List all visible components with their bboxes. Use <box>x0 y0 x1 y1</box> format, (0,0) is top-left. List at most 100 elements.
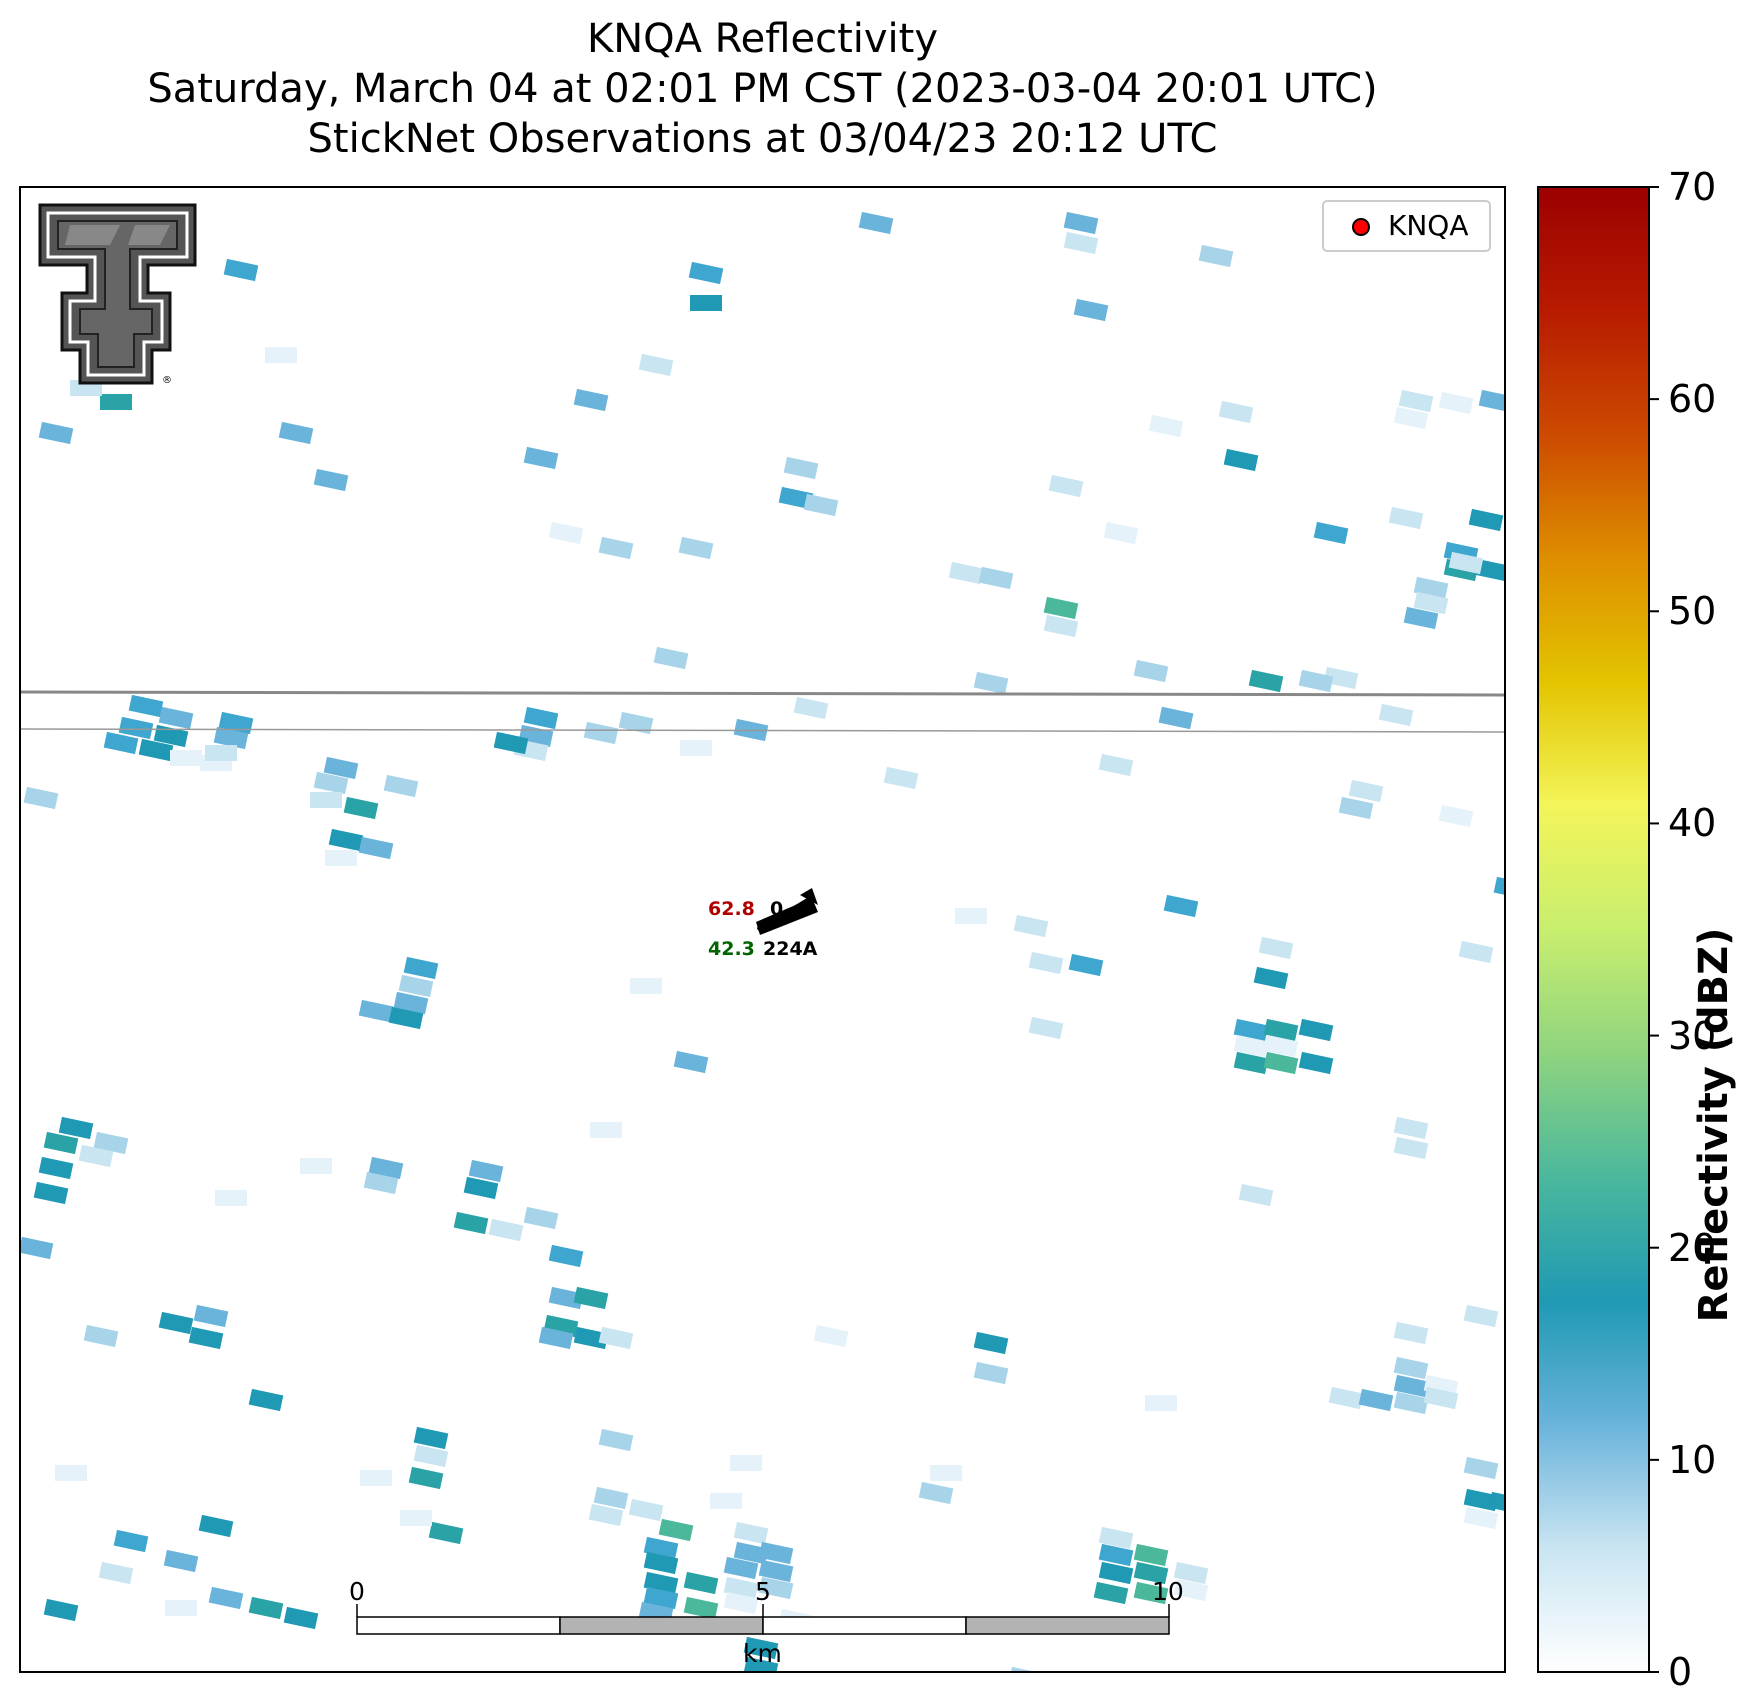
reflectivity-cell <box>58 1116 94 1140</box>
reflectivity-cell <box>643 1551 679 1575</box>
reflectivity-cell <box>1233 1034 1269 1058</box>
colorbar-tick-label-40: 40 <box>1668 801 1717 846</box>
reflectivity-cell <box>955 908 987 924</box>
reflectivity-cell <box>1298 1051 1334 1075</box>
reflectivity-cell <box>103 731 139 755</box>
scale-tick-10: 10 <box>1152 1577 1184 1606</box>
reflectivity-cell <box>1393 406 1429 430</box>
reflectivity-cell <box>1043 596 1079 620</box>
reflectivity-cell <box>1423 1386 1459 1410</box>
reflectivity-cell <box>723 1591 759 1615</box>
reflectivity-cell <box>630 978 662 994</box>
reflectivity-cell <box>538 1326 574 1350</box>
reflectivity-cell <box>360 1470 392 1486</box>
reflectivity-cell <box>1028 951 1064 975</box>
reflectivity-cell <box>1013 914 1049 938</box>
reflectivity-cell <box>215 1190 247 1206</box>
reflectivity-cell <box>1393 1136 1429 1160</box>
reflectivity-cell <box>325 850 357 866</box>
reflectivity-cell <box>658 1518 694 1542</box>
reflectivity-cell <box>1048 474 1084 498</box>
reflectivity-cell <box>1358 1388 1394 1412</box>
station-dewpoint: 42.3 <box>708 938 755 960</box>
reflectivity-cell <box>153 724 189 748</box>
reflectivity-cell <box>1393 1374 1429 1398</box>
reflectivity-cell <box>1093 1581 1129 1605</box>
reflectivity-cell <box>973 1361 1009 1385</box>
reflectivity-cell <box>453 1211 489 1235</box>
reflectivity-cell <box>1328 1386 1364 1410</box>
logo-registered-mark: ® <box>162 375 172 386</box>
reflectivity-cell <box>208 1586 244 1610</box>
reflectivity-cell <box>1438 391 1474 415</box>
reflectivity-cell <box>548 521 584 545</box>
station-id: 224A <box>763 938 818 960</box>
reflectivity-cell <box>678 536 714 560</box>
reflectivity-cell <box>598 536 634 560</box>
reflectivity-cell <box>523 706 559 730</box>
reflectivity-cell <box>388 1006 424 1030</box>
reflectivity-cell <box>978 566 1014 590</box>
reflectivity-cell <box>1133 659 1169 683</box>
colorbar-label: Reflectivity (dBZ) <box>1691 927 1737 1323</box>
reflectivity-cell <box>1073 298 1109 322</box>
reflectivity-cell <box>218 711 254 735</box>
reflectivity-cell <box>100 394 132 410</box>
reflectivity-cell <box>193 1304 229 1328</box>
reflectivity-cell <box>1463 1506 1499 1530</box>
reflectivity-cell <box>158 706 194 730</box>
reflectivity-cell <box>1448 551 1484 575</box>
reflectivity-cell <box>328 828 364 852</box>
reflectivity-cell <box>523 446 559 470</box>
reflectivity-cell <box>618 711 654 735</box>
reflectivity-cell <box>628 1498 664 1522</box>
reflectivity-cell <box>1393 1116 1429 1140</box>
reflectivity-cell <box>1218 400 1254 424</box>
reflectivity-cell <box>38 1156 74 1180</box>
reflectivity-cell <box>205 745 237 761</box>
reflectivity-cell <box>83 1324 119 1348</box>
wind-barb-icon <box>756 888 818 935</box>
reflectivity-cell <box>1133 1581 1169 1605</box>
reflectivity-cell <box>583 721 619 745</box>
reflectivity-cell <box>33 1181 69 1205</box>
reflectivity-cell <box>710 1493 742 1509</box>
reflectivity-cell <box>223 258 259 282</box>
scale-unit: km <box>743 1639 782 1668</box>
reflectivity-cell <box>733 1521 769 1545</box>
reflectivity-cell <box>1063 211 1099 235</box>
reflectivity-cell <box>680 740 712 756</box>
reflectivity-cell <box>743 1636 779 1660</box>
reflectivity-cell <box>170 750 202 766</box>
reflectivity-cell <box>1438 804 1474 828</box>
reflectivity-cell <box>573 1286 609 1310</box>
reflectivity-cell <box>1398 389 1434 413</box>
reflectivity-cell <box>573 1326 609 1350</box>
reflectivity-cell <box>1248 669 1284 693</box>
reflectivity-cell <box>310 792 342 808</box>
reflectivity-cell <box>1488 1491 1505 1515</box>
reflectivity-cell <box>588 1503 624 1527</box>
legend-label: KNQA <box>1388 209 1469 242</box>
reflectivity-cell <box>1198 244 1234 268</box>
reflectivity-cell <box>1403 606 1439 630</box>
reflectivity-cell <box>1233 1018 1269 1042</box>
reflectivity-cell <box>323 756 359 780</box>
reflectivity-cell <box>118 716 154 740</box>
reflectivity-cell <box>1133 1561 1169 1585</box>
reflectivity-cell <box>138 738 174 762</box>
reflectivity-cell <box>383 774 419 798</box>
reflectivity-cell <box>248 1388 284 1412</box>
reflectivity-cell <box>1323 666 1359 690</box>
title-line-2: Saturday, March 04 at 02:01 PM CST (2023… <box>147 66 1378 112</box>
reflectivity-cells <box>20 205 1505 1672</box>
reflectivity-cell <box>23 786 59 810</box>
reflectivity-cell <box>1263 1051 1299 1075</box>
reflectivity-cell <box>743 1656 779 1672</box>
reflectivity-cell <box>1378 703 1414 727</box>
station-temperature: 62.8 <box>708 898 755 920</box>
reflectivity-cell <box>403 956 439 980</box>
reflectivity-cell <box>408 1466 444 1490</box>
reflectivity-cell <box>1298 669 1334 693</box>
reflectivity-cell <box>1468 508 1504 532</box>
